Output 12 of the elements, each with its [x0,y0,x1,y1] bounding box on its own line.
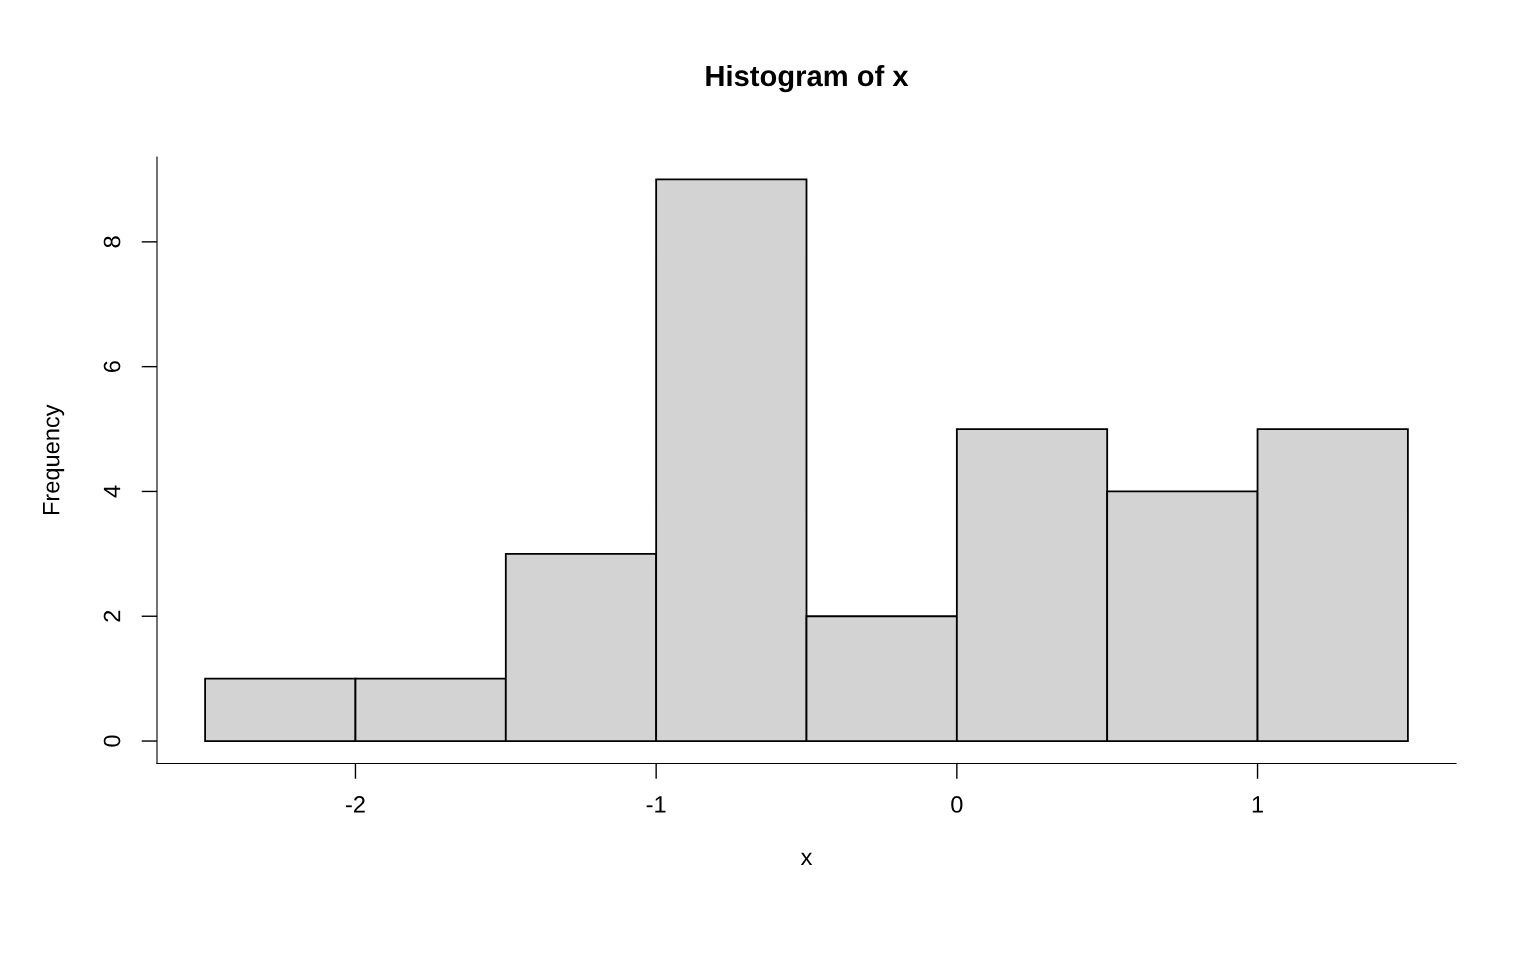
y-tick-label: 8 [103,236,121,248]
x-tick-label: 0 [951,796,963,813]
x-axis-title: x [800,852,813,866]
x-tick-label: -2 [346,796,365,813]
y-tick-label: 2 [103,610,121,622]
chart-title: Histogram of x [706,64,909,93]
y-tick-label: 0 [103,735,121,747]
y-tick-label: 4 [103,485,121,498]
y-tick-label: 6 [103,361,121,373]
x-tick-label: 1 [1252,796,1263,813]
x-tick-label: -1 [646,796,666,813]
y-axis-title: Frequency [43,404,65,515]
